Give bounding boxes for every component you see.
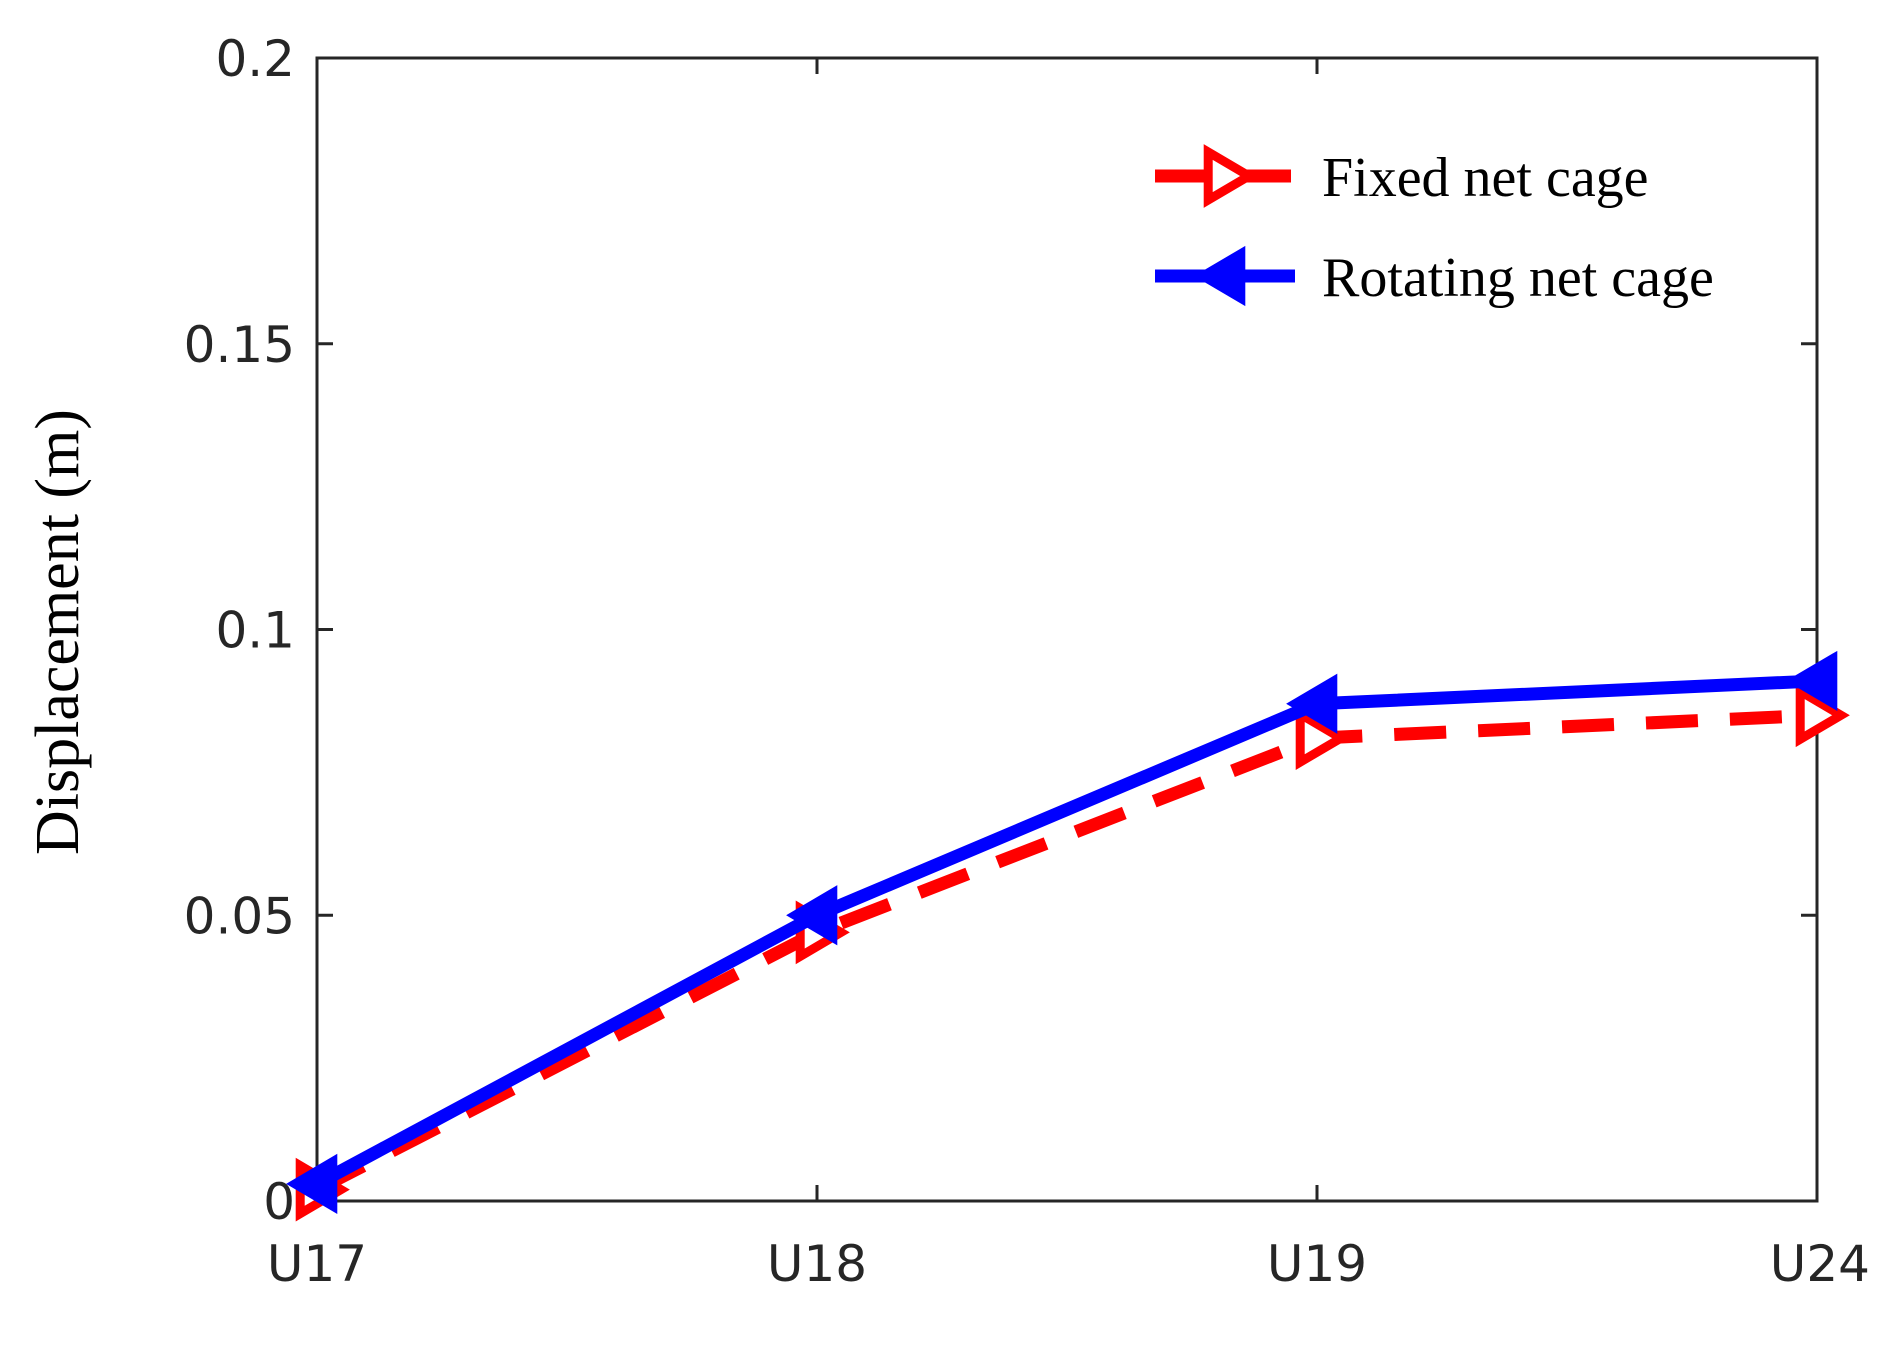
y-tick-label: 0.05 bbox=[184, 887, 295, 945]
series-line bbox=[314, 708, 1818, 1196]
data-point bbox=[786, 885, 838, 946]
series-1 bbox=[286, 650, 1838, 1214]
data-point bbox=[1786, 650, 1838, 712]
legend-entry: Rotating net cage bbox=[1155, 245, 1714, 309]
legend-entry: Fixed net cage bbox=[1155, 144, 1649, 209]
x-tick-label: U19 bbox=[1267, 1235, 1367, 1293]
legend-marker bbox=[1194, 245, 1246, 307]
y-tick-label: 0.1 bbox=[215, 602, 295, 660]
legend: Fixed net cage Rotating net cage bbox=[1155, 144, 1714, 309]
data-point bbox=[1795, 683, 1850, 748]
y-tick-label: 0.2 bbox=[215, 30, 295, 88]
legend-label: Rotating net cage bbox=[1322, 247, 1714, 309]
legend-marker bbox=[1203, 144, 1258, 208]
series-line bbox=[313, 674, 1818, 1190]
x-tick-label: U24 bbox=[1770, 1235, 1870, 1293]
legend-label: Fixed net cage bbox=[1322, 147, 1649, 209]
y-tick-label: 0.15 bbox=[184, 316, 295, 374]
x-tick-label: U18 bbox=[767, 1235, 867, 1293]
plot-area bbox=[315, 56, 1819, 1203]
series-lines bbox=[286, 650, 1850, 1222]
data-point bbox=[286, 1153, 338, 1214]
data-point bbox=[1295, 706, 1350, 770]
data-point bbox=[1286, 673, 1338, 734]
plot-frame bbox=[315, 56, 1819, 1203]
y-axis-label: Displacement (m) bbox=[24, 409, 92, 855]
x-tick-label: U17 bbox=[267, 1235, 367, 1293]
